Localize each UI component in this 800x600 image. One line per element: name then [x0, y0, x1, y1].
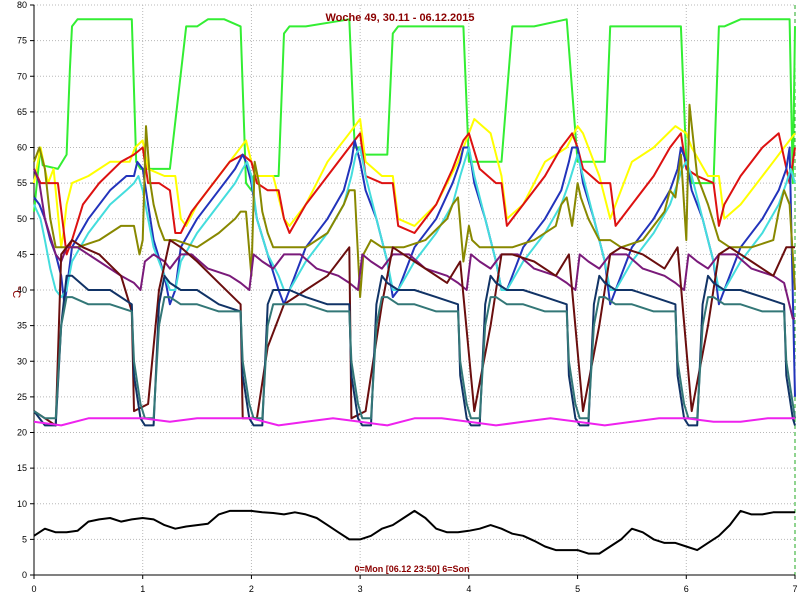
x-tick-label: 7 [792, 584, 797, 594]
x-tick-label: 4 [466, 584, 471, 594]
series-line-12 [33, 509, 795, 555]
y-tick-label: 30 [17, 356, 27, 366]
x-tick-label: 3 [358, 584, 363, 594]
y-tick-label: 65 [17, 107, 27, 117]
series-line-9 [33, 274, 796, 427]
y-tick-label: 35 [17, 321, 27, 331]
x-tick-label: 0 [31, 584, 36, 594]
series-line-10 [33, 296, 796, 420]
y-tick-label: 20 [17, 428, 27, 438]
x-tick-label: 2 [249, 584, 254, 594]
y-tick-label: 0 [22, 570, 27, 580]
grid-lines [33, 4, 796, 576]
series-line-8 [33, 239, 795, 427]
y-tick-label: 60 [17, 143, 27, 153]
chart-footer: 0=Mon [06.12 23:50] 6=Son [354, 564, 469, 574]
axes [30, 4, 796, 579]
y-tick-label: 45 [17, 249, 27, 259]
series-line-7 [33, 168, 795, 320]
series-line-2 [33, 118, 796, 249]
y-tick-label: 5 [22, 534, 27, 544]
y-tick-label: 25 [17, 392, 27, 402]
x-tick-label: 6 [684, 584, 689, 594]
y-tick-label: 10 [17, 499, 27, 509]
x-tick-label: 5 [575, 584, 580, 594]
series-line-3 [33, 132, 796, 256]
chart-title: Woche 49, 30.11 - 06.12.2015 [325, 12, 474, 24]
y-tick-label: 15 [17, 463, 27, 473]
y-tick-label: 50 [17, 214, 27, 224]
series-layer [33, 18, 796, 555]
x-tick-label: 1 [140, 584, 145, 594]
y-tick-label: 75 [17, 36, 27, 46]
series-line-11 [33, 417, 795, 427]
y-axis-label: °C [10, 286, 22, 298]
y-tick-label: 70 [17, 71, 27, 81]
y-tick-label: 55 [17, 178, 27, 188]
series-line-6 [33, 103, 796, 299]
y-tick-label: 40 [17, 285, 27, 295]
y-tick-label: 80 [17, 0, 27, 10]
